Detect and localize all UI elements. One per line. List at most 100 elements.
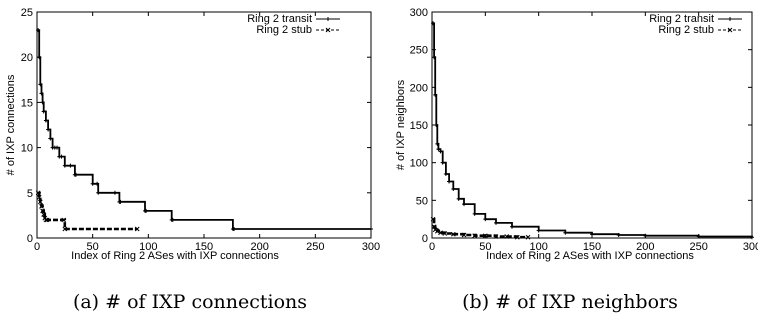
data-point-transit (73, 172, 78, 177)
data-point-stub (430, 216, 436, 222)
y-axis-label: # of IXP connections (5, 74, 17, 175)
data-point-transit (369, 226, 373, 231)
data-point-transit (443, 171, 448, 176)
data-point-transit (59, 154, 64, 159)
y-tick-label: 300 (410, 7, 428, 19)
plot-frame (36, 11, 372, 239)
data-point-stub (482, 233, 488, 239)
x-tick-label: 0 (34, 241, 40, 253)
data-point-transit (432, 55, 437, 60)
y-ticks: 0 50 100 150 200 250 300 (410, 7, 752, 245)
y-tick-label: 5 (27, 188, 33, 200)
y-tick-label: 150 (410, 120, 428, 132)
data-point-stub (134, 226, 140, 232)
data-point-transit (434, 123, 439, 127)
data-point-stub (514, 234, 520, 240)
x-tick-label: 200 (250, 241, 268, 253)
x-tick-label: 300 (743, 241, 758, 253)
chart-panel-connections: 0 50 100 150 200 250 300 0 5 10 15 20 25 Ring 2 tra… (5, 7, 380, 313)
y-ticks: 0 5 10 15 20 25 (21, 7, 371, 245)
legend-label-transit: Ring 2 transit (247, 13, 312, 25)
data-point-stub (62, 226, 68, 232)
data-point-transit (494, 220, 498, 225)
y-tick-label: 25 (21, 7, 33, 19)
data-point-transit (37, 55, 42, 60)
x-tick-label: 250 (689, 241, 707, 253)
data-point-transit (118, 199, 123, 204)
x-axis-label: Index of Ring 2 ASes with IXP connection… (71, 250, 279, 262)
data-point-stub (450, 231, 456, 237)
x-tick-label: 0 (429, 241, 435, 253)
data-point-transit (483, 217, 488, 222)
data-point-transit (563, 230, 568, 235)
data-point-transit (39, 91, 44, 96)
y-tick-label: 0 (422, 233, 428, 245)
data-point-transit (90, 181, 95, 186)
data-point-transit (48, 136, 53, 141)
data-point-transit (55, 145, 60, 150)
data-point-transit (435, 141, 440, 146)
y-tick-label: 50 (416, 195, 428, 207)
data-point-stub (39, 204, 44, 209)
data-point-transit (95, 181, 100, 186)
data-point-transit (616, 232, 621, 237)
data-point-stub (472, 233, 478, 239)
data-point-transit (62, 163, 67, 168)
caption-b: (b) # of IXP neighbors (462, 291, 678, 313)
y-tick-label: 250 (410, 45, 428, 57)
plot-frame (431, 11, 753, 239)
data-point-transit (451, 187, 456, 192)
data-point-transit (36, 28, 41, 33)
y-tick-label: 0 (27, 233, 33, 245)
data-point-stub (442, 231, 448, 236)
legend-label-stub: Ring 2 stub (256, 24, 312, 36)
series-line-stub (37, 191, 138, 231)
x-tick-label: 50 (87, 241, 99, 253)
data-point-transit (232, 226, 237, 231)
data-point-transit (41, 109, 46, 114)
legend-marker-stub (727, 27, 733, 33)
data-point-transit (436, 147, 441, 152)
data-point-transit (43, 118, 48, 123)
x-ticks: 0 50 100 150 200 250 300 (429, 12, 758, 253)
data-point-stub (37, 199, 43, 205)
data-point-transit (750, 235, 754, 240)
data-point-stub (44, 217, 50, 223)
data-point-transit (696, 234, 701, 239)
x-tick-label: 150 (583, 241, 601, 253)
x-tick-label: 150 (195, 241, 213, 253)
x-tick-label: 100 (139, 241, 157, 253)
data-point-transit (643, 233, 648, 238)
data-point-transit (144, 208, 149, 213)
data-point-stub (35, 190, 41, 196)
data-point-transit (68, 163, 73, 168)
series-line-transit (433, 22, 753, 238)
x-tick-label: 200 (636, 241, 654, 253)
data-point-transit (112, 190, 117, 195)
data-point-transit (456, 196, 461, 201)
x-tick-label: 250 (306, 241, 324, 253)
data-point-transit (510, 224, 514, 229)
legend-label-transit: Ring 2 transit (649, 13, 714, 25)
y-tick-label: 20 (21, 52, 33, 64)
y-tick-label: 10 (21, 143, 33, 155)
legend-marker-stub (325, 27, 331, 33)
data-point-transit (46, 127, 51, 132)
series-line-transit (38, 29, 371, 230)
x-tick-label: 50 (479, 241, 491, 253)
data-point-stub (504, 234, 510, 239)
y-tick-label: 200 (410, 82, 428, 94)
series-line-stub (432, 217, 528, 239)
y-tick-label: 100 (410, 158, 428, 170)
legend: Ring 2 transit Ring 2 stub (649, 13, 742, 36)
data-point-transit (472, 211, 477, 216)
data-point-transit (536, 228, 541, 233)
chart-panel-neighbors: 0 50 100 150 200 250 300 0 50 100 150 200 250 300 Ri… (395, 7, 758, 313)
y-tick-label: 15 (21, 97, 33, 109)
data-point-stub (461, 232, 467, 238)
data-point-stub (434, 228, 440, 234)
data-point-stub (61, 217, 67, 223)
data-point-transit (590, 232, 594, 237)
data-point-transit (38, 82, 43, 87)
legend-marker-transit (326, 17, 330, 21)
